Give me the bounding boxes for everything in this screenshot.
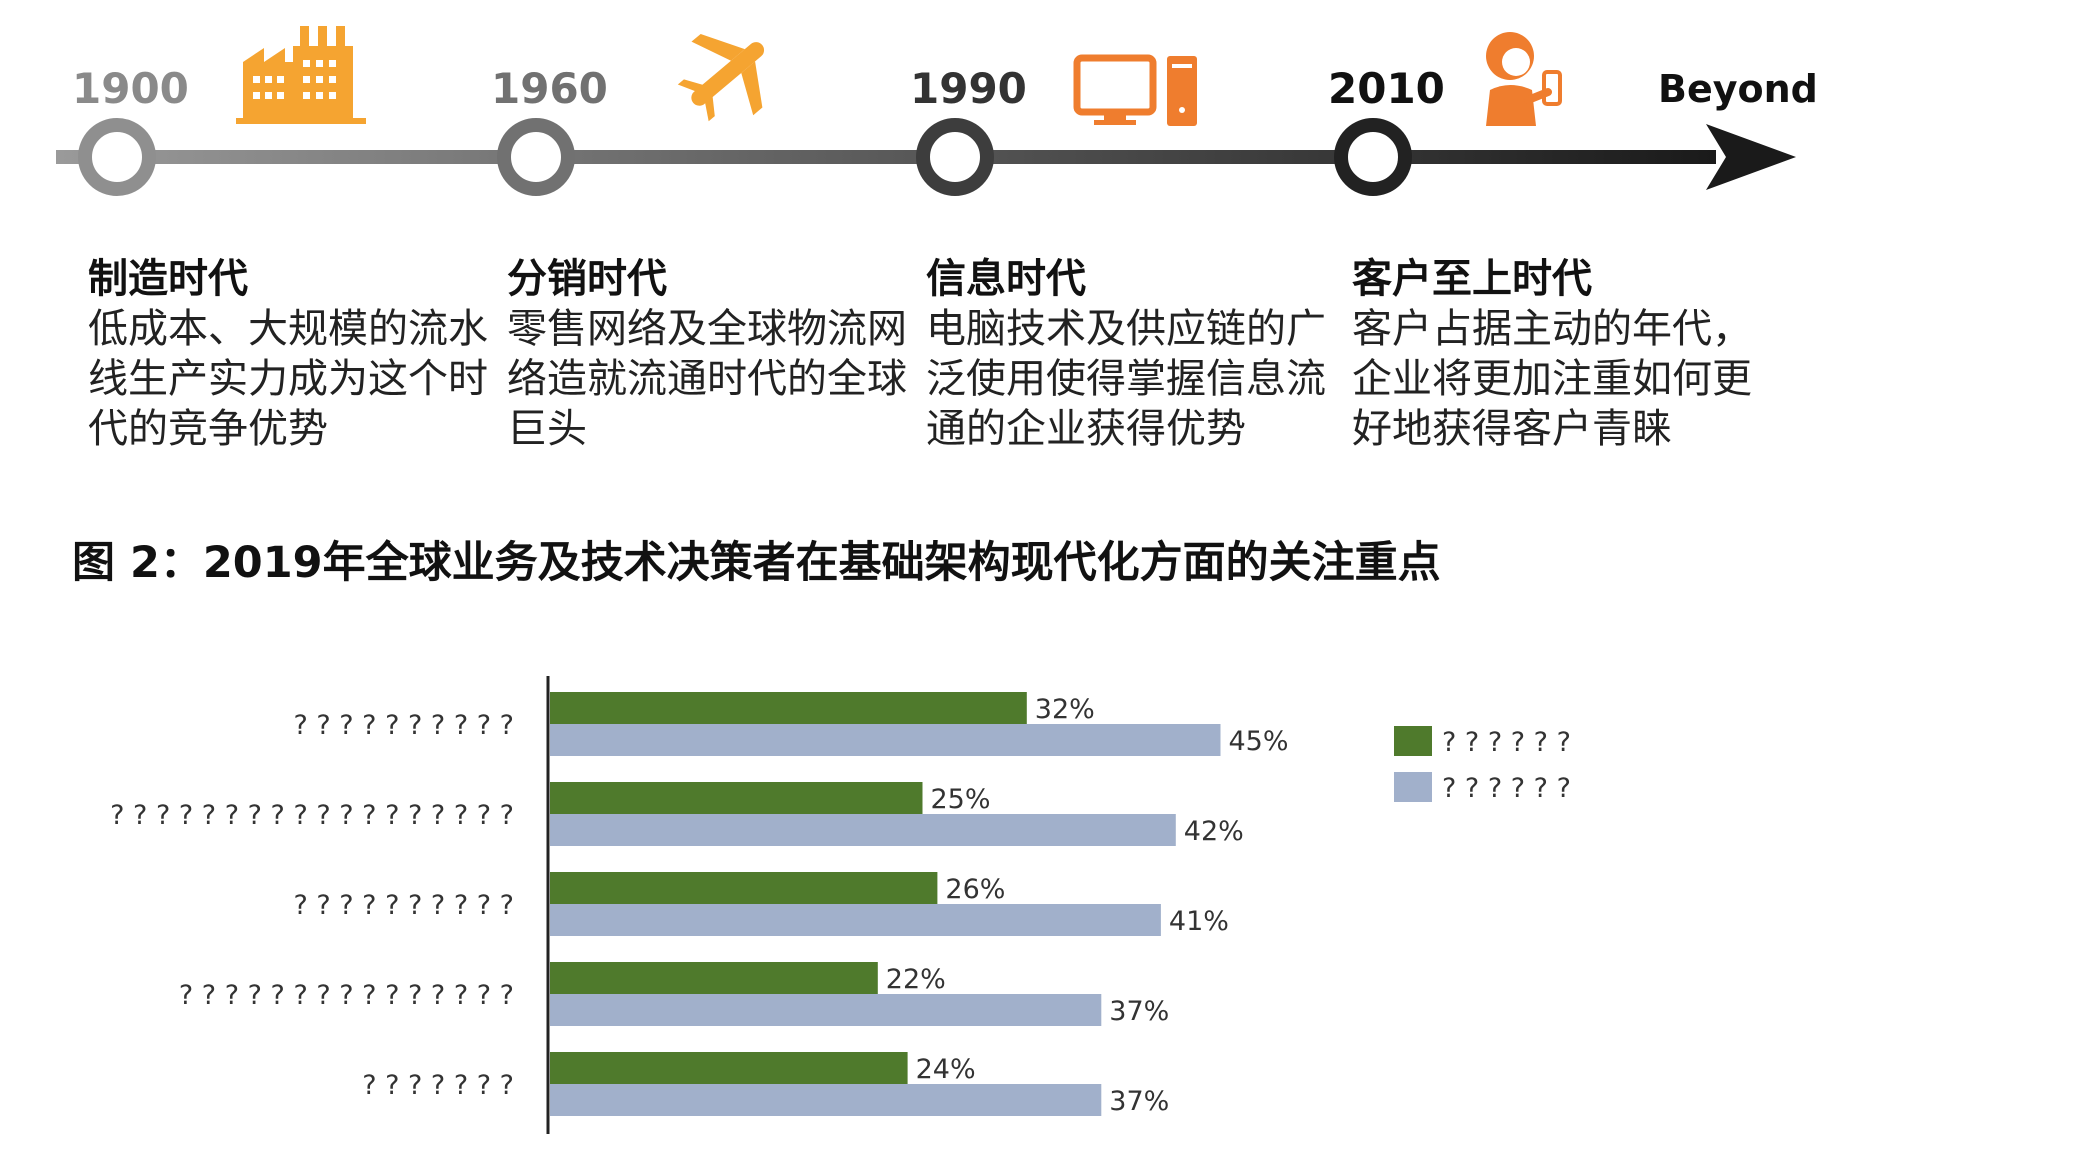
- timeline-line: [56, 150, 1716, 164]
- era-title: 分销时代: [507, 256, 667, 302]
- legend-label: ? ? ? ? ? ?: [1442, 727, 1571, 758]
- bar-green: [550, 782, 923, 814]
- era-customer: 客户至上时代 客户占据主动的年代，企业将更加注重如何更好地获得客户青睐: [1352, 254, 1762, 454]
- bar-chart: ? ? ? ? ? ? ? ? ? ? 32% 45% ? ? ? ? ? ? ? ?…: [110, 676, 1571, 1134]
- era-description: 零售网络及全球物流网络造就流通时代的全球巨头: [507, 306, 907, 452]
- era-description: 客户占据主动的年代，企业将更加注重如何更好地获得客户青睐: [1352, 306, 1752, 452]
- data-label: 37%: [1109, 1086, 1169, 1117]
- bar-blue: [550, 904, 1161, 936]
- category-label: ? ? ? ? ? ? ?: [362, 1070, 514, 1101]
- data-label: 26%: [945, 874, 1005, 905]
- figure-title: 图 2：2019年全球业务及技术决策者在基础架构现代化方面的关注重点: [72, 538, 1441, 588]
- timeline-arrow-head: [1706, 124, 1796, 190]
- category-label: ? ? ? ? ? ? ? ? ? ?: [293, 710, 514, 741]
- era-description: 低成本、大规模的流水线生产实力成为这个时代的竞争优势: [88, 306, 488, 452]
- data-label: 41%: [1169, 906, 1229, 937]
- year-label-1900: 1900: [72, 64, 189, 113]
- year-label-2010: 2010: [1328, 64, 1445, 113]
- era-manufacturing: 制造时代 低成本、大规模的流水线生产实力成为这个时代的竞争优势: [88, 254, 498, 454]
- category-label: ? ? ? ? ? ? ? ? ? ? ? ? ? ? ?: [179, 980, 514, 1011]
- legend-swatch: [1394, 772, 1432, 802]
- era-distribution: 分销时代 零售网络及全球物流网络造就流通时代的全球巨头: [507, 254, 917, 454]
- era-title: 客户至上时代: [1352, 256, 1592, 302]
- year-label-1990: 1990: [910, 64, 1027, 113]
- bar-blue: [550, 724, 1221, 756]
- bar-blue: [550, 814, 1176, 846]
- data-label: 24%: [916, 1054, 976, 1085]
- era-title: 信息时代: [926, 256, 1086, 302]
- bar-blue: [550, 1084, 1102, 1116]
- bar-green: [550, 962, 878, 994]
- airplane-icon: [677, 33, 765, 122]
- beyond-label: Beyond: [1658, 67, 1818, 111]
- timeline-node-1990: [916, 118, 994, 196]
- era-information: 信息时代 电脑技术及供应链的广泛使用使得掌握信息流通的企业获得优势: [926, 254, 1336, 454]
- category-label: ? ? ? ? ? ? ? ? ? ?: [293, 890, 514, 921]
- data-label: 25%: [931, 784, 991, 815]
- era-title: 制造时代: [88, 256, 248, 302]
- person-phone-icon: [1486, 32, 1562, 126]
- factory-icon: [236, 26, 366, 124]
- data-label: 22%: [886, 964, 946, 995]
- bar-blue: [550, 994, 1102, 1026]
- timeline-node-1900: [78, 118, 156, 196]
- timeline-graphic: [56, 26, 1796, 196]
- computer-icon: [1073, 54, 1197, 126]
- bar-green: [550, 872, 938, 904]
- data-label: 45%: [1229, 726, 1289, 757]
- bar-green: [550, 692, 1027, 724]
- data-label: 37%: [1109, 996, 1169, 1027]
- timeline-node-1960: [497, 118, 575, 196]
- legend-swatch: [1394, 726, 1432, 756]
- bar-green: [550, 1052, 908, 1084]
- legend-label: ? ? ? ? ? ?: [1442, 773, 1571, 804]
- timeline-node-2010: [1334, 118, 1412, 196]
- category-label: ? ? ? ? ? ? ? ? ? ? ? ? ? ? ? ? ? ?: [110, 800, 514, 831]
- era-description: 电脑技术及供应链的广泛使用使得掌握信息流通的企业获得优势: [926, 306, 1326, 452]
- year-label-1960: 1960: [491, 64, 608, 113]
- data-label: 42%: [1184, 816, 1244, 847]
- data-label: 32%: [1035, 694, 1095, 725]
